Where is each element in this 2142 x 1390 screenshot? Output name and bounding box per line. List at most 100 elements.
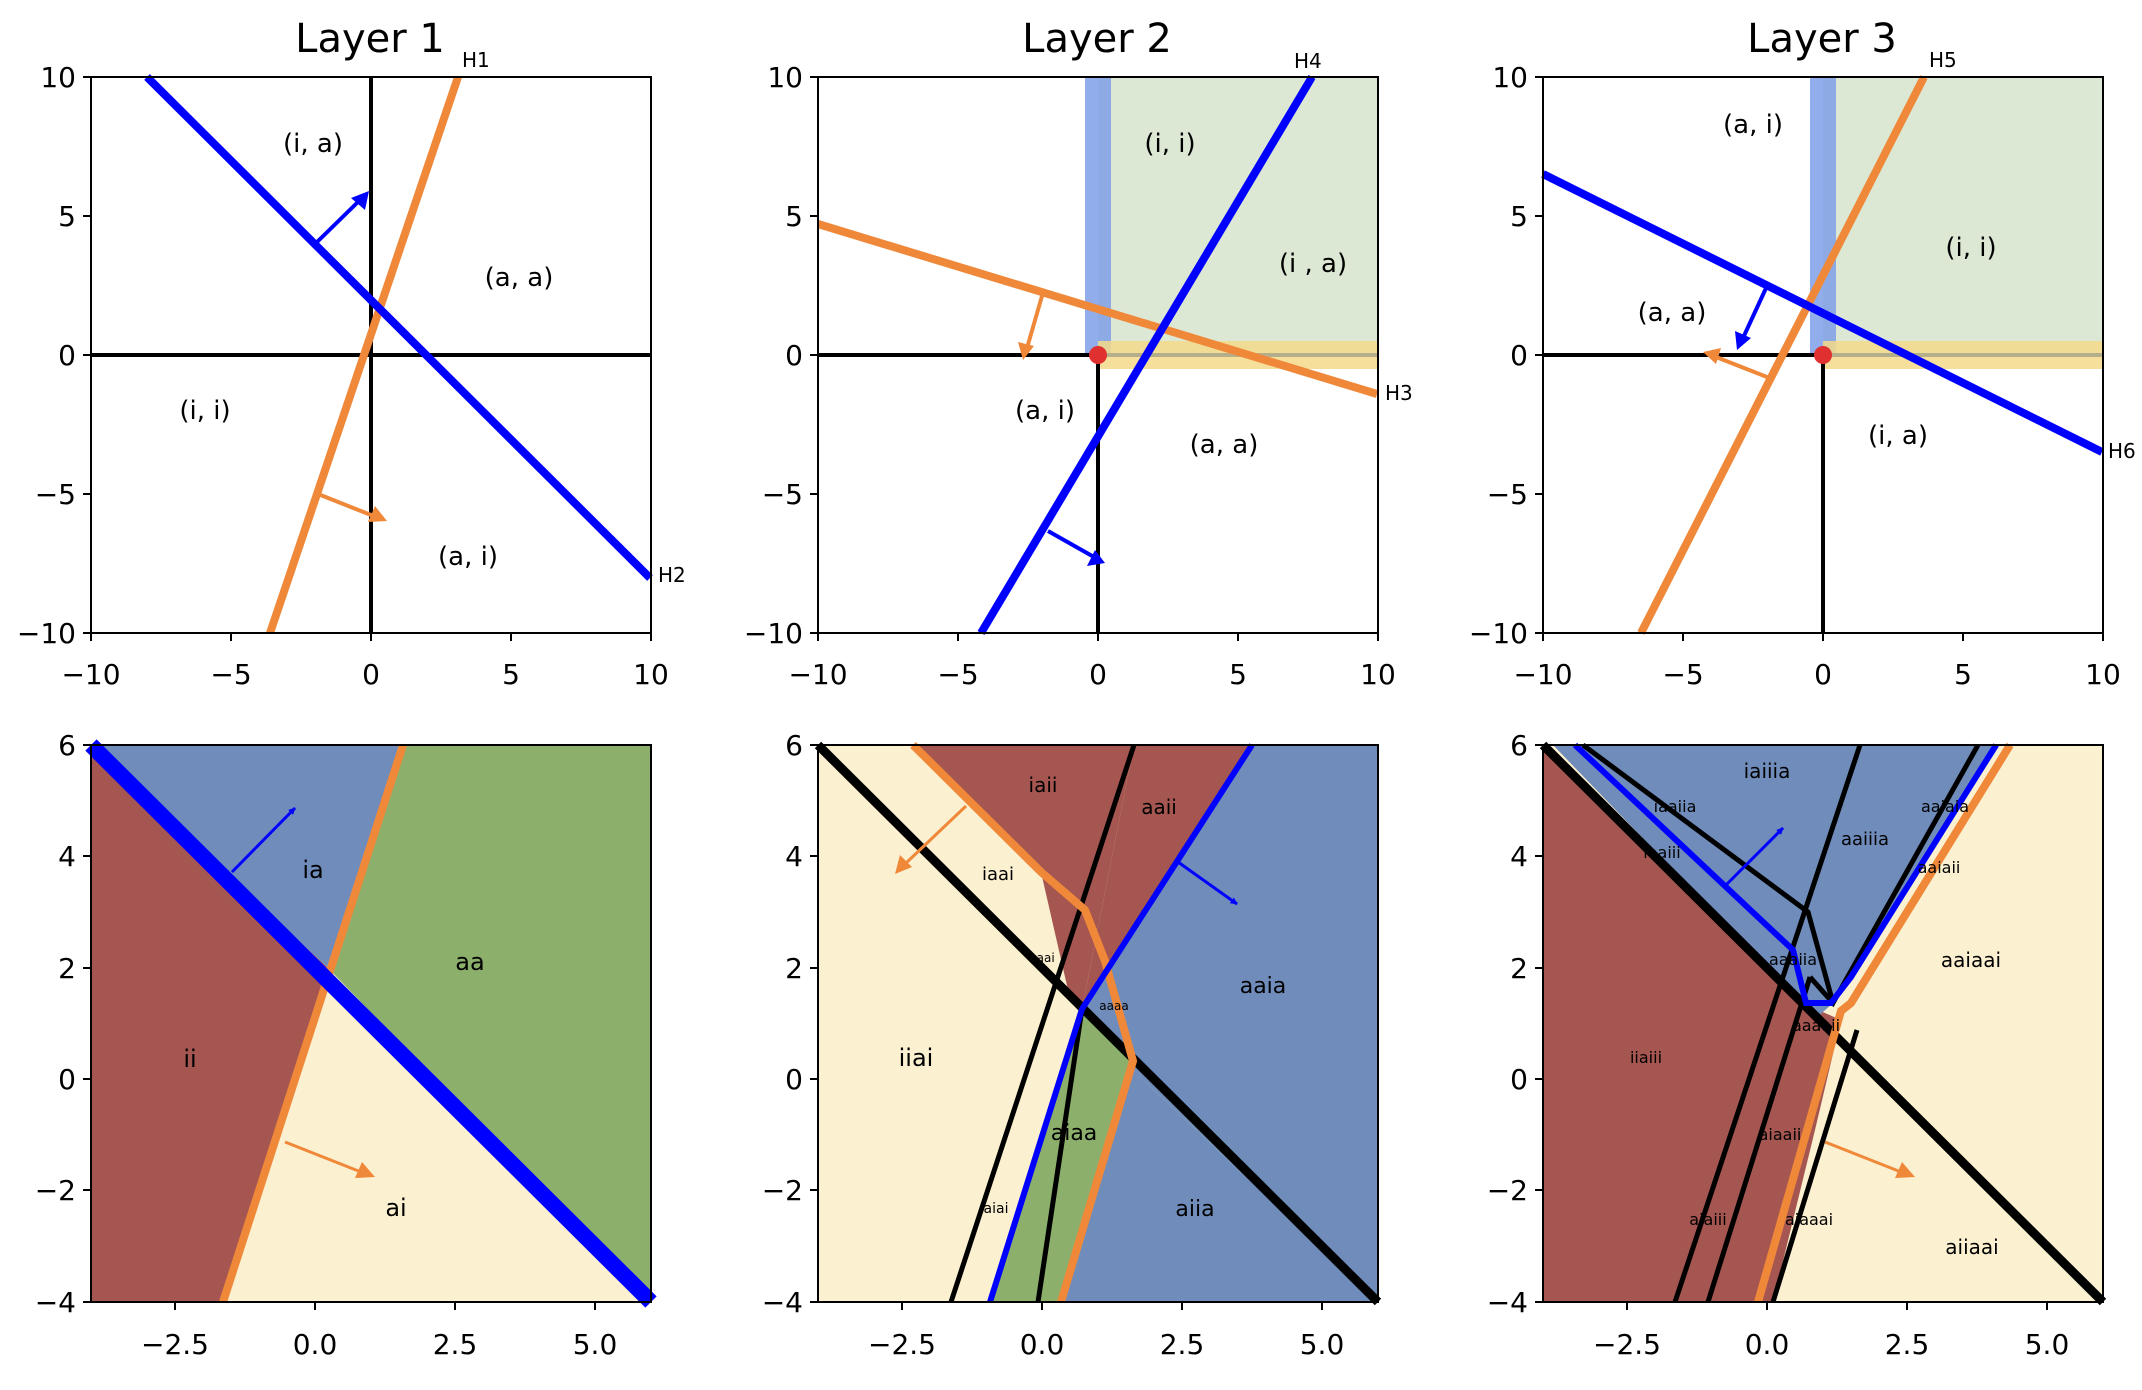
- orange-arrowhead: [895, 855, 912, 874]
- h6-label: H6: [2108, 439, 2136, 463]
- x-tick-label: 5: [502, 658, 520, 691]
- region-label: aaaa: [1099, 999, 1128, 1013]
- x-tick-label: 10: [633, 658, 669, 691]
- blue-boundary: [1572, 742, 1999, 1006]
- h6-arrow: [1735, 285, 1769, 350]
- black-boundary: [1539, 741, 2107, 1306]
- orange-arrow-shaft: [1824, 1140, 1902, 1174]
- black-boundary: [814, 741, 1382, 1306]
- orange-arrow-shaft: [284, 1140, 362, 1174]
- region-label: aa: [455, 948, 484, 976]
- x-tick-label: 2.5: [1160, 1328, 1205, 1361]
- h5-label: H5: [1929, 48, 1957, 72]
- y-tick-label: −10: [17, 617, 76, 650]
- region-label: (a, i): [1015, 396, 1075, 426]
- region-label: aaai: [1029, 951, 1054, 965]
- x-ticks: −10 −5 0 5 10: [788, 633, 1396, 691]
- blue-arrow: [1724, 826, 1785, 887]
- h4-arrow: [1047, 529, 1105, 566]
- black-boundary: [1705, 976, 1813, 1303]
- black-boundary: [1770, 1029, 1860, 1303]
- region-label: (a, a): [1190, 430, 1259, 460]
- h2-line: [144, 74, 653, 581]
- panel-title: Layer 2: [1022, 16, 1172, 62]
- plot-area: H5 H6 (a, i) (i, i) (a, a) (i, a): [1541, 48, 2136, 635]
- blue-boundary: [85, 739, 657, 1308]
- h1-line: [266, 75, 462, 635]
- h3-arrow-shaft: [1025, 295, 1044, 349]
- h2-arrow: [313, 191, 369, 246]
- y-tick-label: 0: [58, 1063, 76, 1096]
- positive-quadrant-fill: [1823, 77, 2102, 355]
- x-tick-label: 5: [1229, 658, 1247, 691]
- y-tick-label: 4: [58, 840, 76, 873]
- region-label: ia: [302, 856, 323, 884]
- x-tick-label: −10: [61, 658, 120, 691]
- region-label: (i, a): [283, 129, 343, 159]
- panel-regions-3: iaiiia iaaiia iaaiii aaiiia aaiaia aaiai…: [1487, 729, 2107, 1361]
- x-tick-label: 0: [1814, 658, 1832, 691]
- region-label: aaii: [1141, 795, 1177, 819]
- origin-point: [1089, 346, 1107, 364]
- x-ticks: −2.5 0.0 2.5 5.0: [868, 1302, 1344, 1361]
- panel-layer-3: Layer 3 H5 H6 (a, i) (i, i) (a, a): [1469, 16, 2136, 691]
- x-tick-label: 5: [1954, 658, 1972, 691]
- region-aa: [327, 745, 651, 1302]
- region-label: aaaiia: [1769, 950, 1817, 969]
- y-tick-label: 5: [1510, 200, 1528, 233]
- plot-area: iaiiia iaaiia iaaiii aaiiia aaiaia aaiai…: [1539, 741, 2107, 1306]
- region-aaia: [1082, 745, 1378, 1302]
- panel-layer-1: Layer 1 H1 H2 (i, a) (a, a) (i, i) (a, i…: [17, 16, 686, 691]
- region-label: (i, i): [179, 396, 230, 426]
- x-tick-label: 10: [1360, 658, 1396, 691]
- y-ticks: −4 −2 0 2 4 6: [35, 729, 91, 1319]
- h4-arrowhead: [1087, 550, 1105, 566]
- region-label: aaaaii: [1792, 1016, 1840, 1035]
- plot-area: H4 H3 (i, i) (i , a) (a, i) (a, a): [816, 49, 1413, 636]
- region-label: aaiaai: [1941, 948, 2001, 972]
- x-ticks: −2.5 0.0 2.5 5.0: [1593, 1302, 2069, 1361]
- y-tick-label: 2: [1510, 952, 1528, 985]
- h3-arrowhead: [1018, 342, 1034, 360]
- y-tick-label: −5: [762, 478, 803, 511]
- plot-frame: [817, 744, 1379, 1303]
- x-tick-label: −2.5: [1593, 1328, 1661, 1361]
- region-label: (i, a): [1868, 421, 1928, 451]
- x-tick-label: 0.0: [293, 1328, 338, 1361]
- x-tick-label: −2.5: [141, 1328, 209, 1361]
- blue-arrow: [230, 806, 297, 874]
- region-label: iaaiii: [1643, 843, 1680, 862]
- y-tick-label: −4: [1487, 1286, 1528, 1319]
- y-tick-label: 2: [785, 952, 803, 985]
- plot-frame: [1542, 744, 2104, 1303]
- black-boundary: [948, 744, 1137, 1303]
- h4-arrow-shaft: [1047, 529, 1095, 559]
- orange-arrow-shaft: [903, 804, 968, 866]
- x-tick-label: −10: [788, 658, 847, 691]
- y-ticks: −10 −5 0 5 10: [17, 61, 91, 650]
- black-boundary: [1672, 744, 1863, 1303]
- region-label: aiia: [1175, 1197, 1214, 1222]
- region-label: aiaiii: [1689, 1210, 1726, 1229]
- h5-arrowhead: [1703, 348, 1721, 364]
- y-tick-label: 4: [1510, 840, 1528, 873]
- x-tick-label: −2.5: [868, 1328, 936, 1361]
- y-tick-label: 4: [785, 840, 803, 873]
- plot-frame: [90, 744, 652, 1303]
- y-tick-label: 6: [785, 729, 803, 762]
- plot-area: H1 H2 (i, a) (a, a) (i, i) (a, i): [91, 48, 686, 635]
- x-tick-label: 10: [2085, 658, 2121, 691]
- plot-area: ia aa ii ai: [85, 739, 657, 1308]
- region-blue-sliver: [1594, 745, 1833, 1020]
- y-ticks: −4 −2 0 2 4 6: [762, 729, 818, 1319]
- h6-arrow-shaft: [1741, 285, 1769, 339]
- y-ticks: −4 −2 0 2 4 6: [1487, 729, 1543, 1319]
- blue-boundary: [987, 743, 1255, 1303]
- x-ticks: −10 −5 0 5 10: [1513, 633, 2121, 691]
- black-boundary: [1035, 1008, 1085, 1303]
- plot-area: iaii aaii iaai aaai aaaa aaia iiai aiaa …: [814, 741, 1382, 1306]
- orange-boundary: [219, 743, 407, 1304]
- y-tick-label: 0: [1510, 1063, 1528, 1096]
- region-label: aiaa: [1051, 1121, 1098, 1146]
